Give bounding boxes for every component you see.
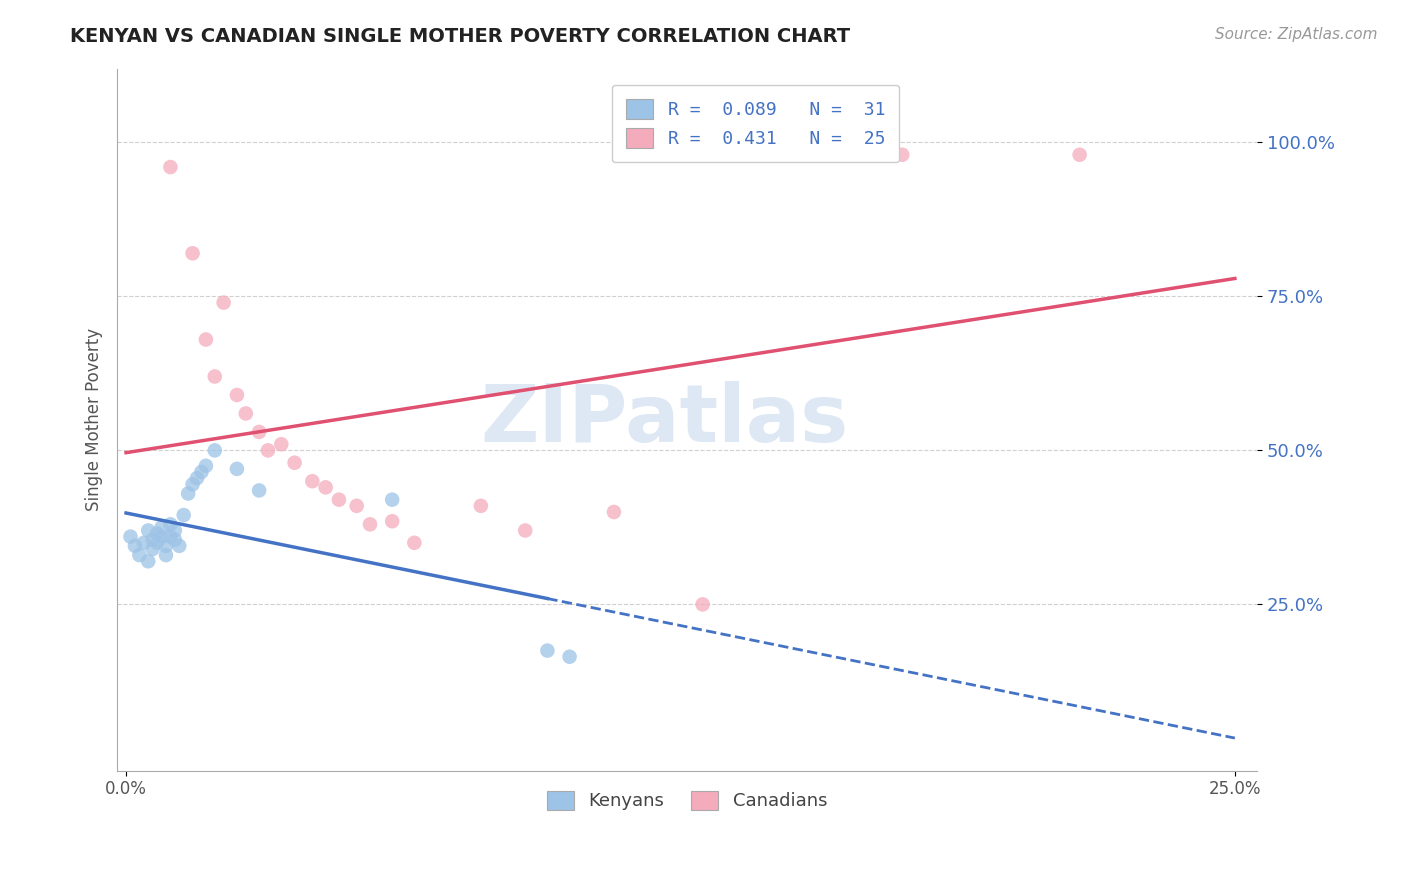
Point: [173, 508, 195, 522]
Point: [136, 524, 159, 538]
Point: [177, 486, 200, 500]
Point: [470, 499, 492, 513]
Point: [163, 524, 186, 538]
Point: [194, 458, 217, 473]
Point: [159, 530, 181, 544]
Point: [247, 483, 270, 498]
Legend: Kenyans, Canadians: Kenyans, Canadians: [533, 776, 842, 825]
Point: [190, 465, 212, 479]
Point: [204, 443, 226, 458]
Point: [284, 456, 307, 470]
Point: [226, 462, 249, 476]
Point: [381, 492, 404, 507]
Point: [204, 369, 226, 384]
Point: [159, 160, 181, 174]
Point: [328, 492, 350, 507]
Point: [212, 295, 235, 310]
Point: [381, 514, 404, 528]
Point: [155, 539, 177, 553]
Point: [142, 541, 165, 556]
Point: [155, 548, 177, 562]
Point: [150, 520, 173, 534]
Text: ZIPatlas: ZIPatlas: [481, 381, 848, 458]
Text: KENYAN VS CANADIAN SINGLE MOTHER POVERTY CORRELATION CHART: KENYAN VS CANADIAN SINGLE MOTHER POVERTY…: [70, 27, 851, 45]
Point: [226, 388, 249, 402]
Point: [257, 443, 280, 458]
Point: [692, 598, 714, 612]
Point: [136, 554, 159, 568]
Point: [1069, 147, 1091, 161]
Point: [536, 643, 558, 657]
Point: [146, 536, 169, 550]
Point: [150, 530, 173, 544]
Point: [346, 499, 368, 513]
Point: [142, 533, 165, 547]
Point: [515, 524, 537, 538]
Point: [404, 536, 426, 550]
Point: [270, 437, 292, 451]
Point: [235, 407, 257, 421]
Point: [146, 526, 169, 541]
Point: [780, 142, 803, 156]
Point: [163, 533, 186, 547]
Point: [558, 649, 581, 664]
Point: [169, 539, 191, 553]
Point: [194, 333, 217, 347]
Text: Source: ZipAtlas.com: Source: ZipAtlas.com: [1215, 27, 1378, 42]
Point: [181, 246, 204, 260]
Point: [159, 517, 181, 532]
Y-axis label: Single Mother Poverty: Single Mother Poverty: [86, 328, 103, 511]
Point: [315, 480, 337, 494]
Point: [124, 539, 146, 553]
Point: [132, 536, 155, 550]
Point: [181, 477, 204, 491]
Point: [603, 505, 626, 519]
Point: [247, 425, 270, 439]
Point: [120, 530, 142, 544]
Point: [186, 471, 208, 485]
Point: [301, 474, 323, 488]
Point: [128, 548, 150, 562]
Point: [359, 517, 381, 532]
Point: [891, 147, 914, 161]
